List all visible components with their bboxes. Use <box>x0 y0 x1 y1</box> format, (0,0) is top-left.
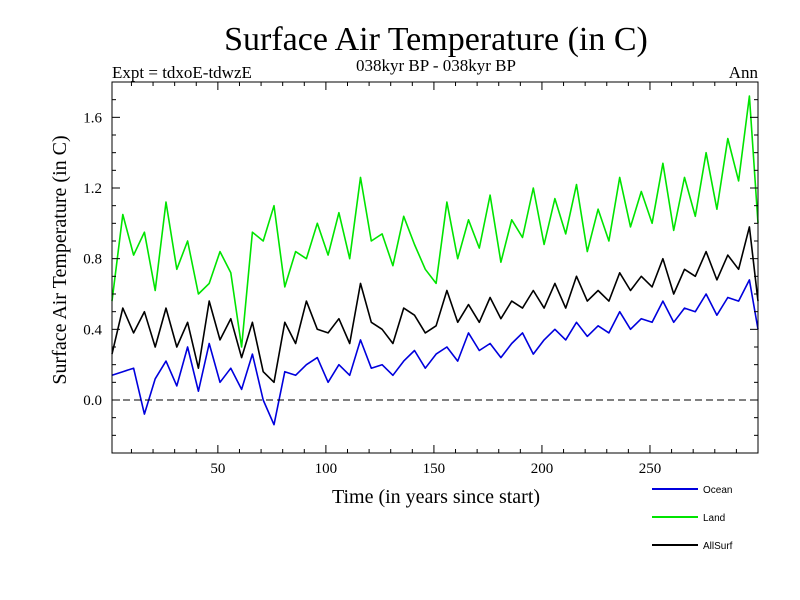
legend-label-allsurf: AllSurf <box>703 541 733 552</box>
y-tick-label: 0.4 <box>83 322 102 338</box>
x-tick-label: 150 <box>423 461 446 477</box>
x-tick-label: 200 <box>531 461 554 477</box>
series-line-ocean <box>111 279 759 426</box>
x-tick-label: 50 <box>210 461 225 477</box>
legend: Ocean Land AllSurf <box>652 485 733 552</box>
y-tick-label: 0.0 <box>83 393 102 409</box>
series-line-land <box>111 95 759 348</box>
legend-label-ocean: Ocean <box>703 485 732 496</box>
period-label: Ann <box>729 63 759 82</box>
axis-layer: 50 100 150 200 250 0.0 0.4 0.8 1.2 1.6 <box>83 81 759 477</box>
x-axis-label: Time (in years since start) <box>332 486 540 508</box>
y-tick-label: 0.8 <box>83 252 102 268</box>
series-layer <box>111 95 759 426</box>
expt-label: Expt = tdxoE-tdwzE <box>112 63 252 82</box>
y-axis-label: Surface Air Temperature (in C) <box>49 135 71 384</box>
legend-label-land: Land <box>703 513 725 524</box>
x-tick-label: 250 <box>639 461 662 477</box>
y-tick-label: 1.6 <box>83 110 102 126</box>
x-tick-label: 100 <box>315 461 338 477</box>
series-line-allsurf <box>111 226 759 384</box>
chart-title: Surface Air Temperature (in C) <box>224 21 648 58</box>
chart-subtitle: 038kyr BP - 038kyr BP <box>356 56 516 75</box>
y-tick-label: 1.2 <box>83 181 102 197</box>
plot-frame <box>111 81 759 454</box>
